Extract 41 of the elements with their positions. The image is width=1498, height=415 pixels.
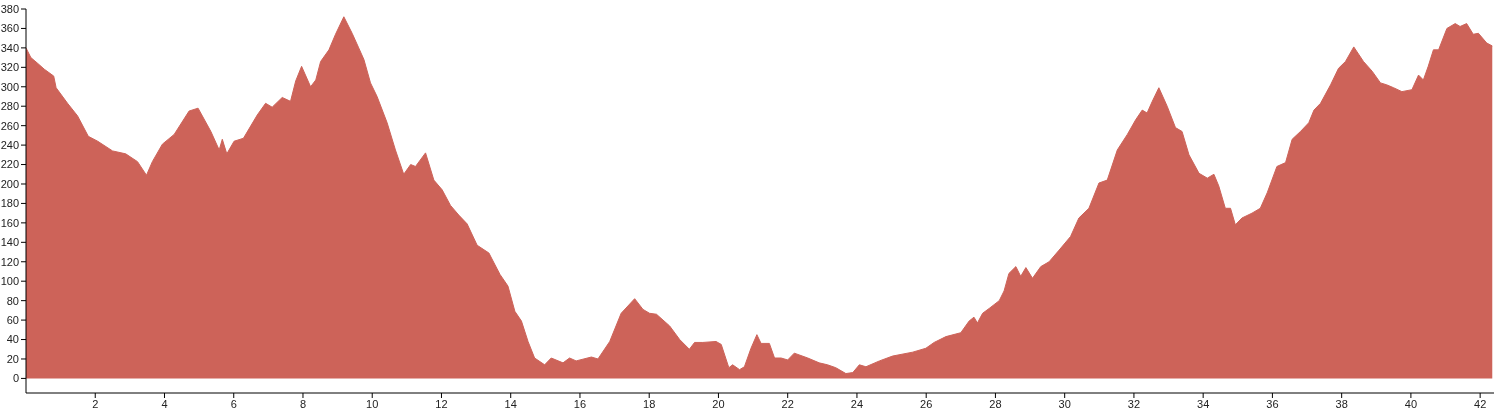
y-tick-label: 100 bbox=[0, 275, 19, 288]
x-tick-label: 40 bbox=[1404, 397, 1418, 410]
x-tick-label: 24 bbox=[850, 397, 864, 410]
x-tick-label: 10 bbox=[366, 397, 379, 410]
y-tick-label: 0 bbox=[12, 372, 19, 385]
x-tick-label: 6 bbox=[230, 397, 237, 410]
x-tick-label: 22 bbox=[781, 397, 794, 410]
y-tick-label: 80 bbox=[6, 294, 19, 307]
y-tick-label: 260 bbox=[0, 119, 19, 132]
x-tick-label: 32 bbox=[1127, 397, 1141, 410]
y-tick-label: 200 bbox=[0, 177, 19, 190]
x-tick-label: 4 bbox=[161, 397, 168, 410]
x-tick-label: 30 bbox=[1058, 397, 1071, 410]
y-tick-label: 140 bbox=[0, 236, 19, 249]
x-tick-label: 16 bbox=[573, 397, 587, 410]
y-tick-label: 280 bbox=[0, 100, 19, 113]
y-tick-label: 160 bbox=[0, 216, 19, 229]
y-tick-label: 20 bbox=[6, 352, 19, 365]
x-tick-label: 18 bbox=[643, 397, 656, 410]
x-tick-label: 2 bbox=[92, 397, 99, 410]
x-tick-label: 8 bbox=[299, 397, 307, 410]
x-tick-label: 28 bbox=[989, 397, 1002, 410]
y-tick-label: 320 bbox=[0, 61, 19, 74]
x-tick-label: 26 bbox=[920, 397, 933, 410]
y-tick-label: 180 bbox=[0, 197, 19, 210]
y-tick-label: 120 bbox=[0, 255, 19, 268]
y-tick-label: 300 bbox=[0, 80, 19, 93]
y-tick-label: 40 bbox=[6, 333, 19, 346]
x-tick-label: 42 bbox=[1474, 397, 1487, 410]
x-tick-label: 34 bbox=[1197, 397, 1210, 410]
x-tick-label: 14 bbox=[504, 397, 517, 410]
y-tick-label: 340 bbox=[0, 41, 19, 54]
x-tick-label: 20 bbox=[712, 397, 725, 410]
x-tick-label: 36 bbox=[1266, 397, 1279, 410]
y-tick-label: 380 bbox=[0, 2, 19, 15]
y-tick-label: 360 bbox=[0, 22, 19, 35]
y-tick-label: 60 bbox=[6, 313, 19, 326]
y-tick-label: 220 bbox=[0, 158, 19, 171]
y-tick-label: 240 bbox=[0, 139, 19, 152]
x-tick-label: 12 bbox=[435, 397, 448, 410]
x-tick-label: 38 bbox=[1335, 397, 1348, 410]
